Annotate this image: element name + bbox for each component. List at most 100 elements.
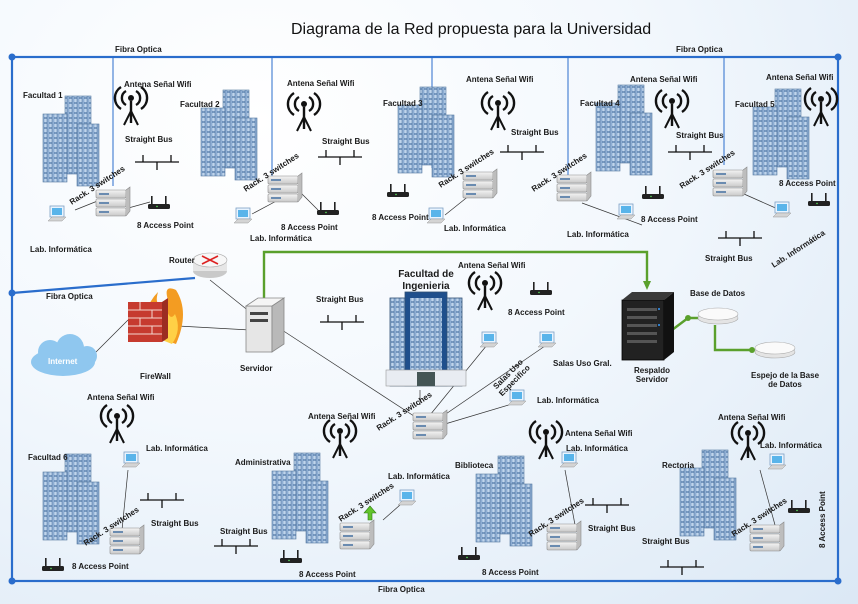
label-antena: Antena Señal Wifi — [630, 75, 698, 84]
label-access-points: 8 Access Point — [482, 568, 539, 577]
label-access-points: 8 Access Point — [641, 215, 698, 224]
label-espejo-base-datos: Espejo de la Base de Datos — [747, 371, 823, 389]
antenna-icon — [528, 419, 564, 461]
label-straight-bus: Straight Bus — [316, 295, 364, 304]
rack-icon — [749, 521, 785, 552]
antenna-icon — [322, 418, 358, 460]
label-facultad-4: Facultad 4 — [580, 99, 620, 108]
firewall-icon — [128, 288, 183, 344]
internet-cloud-icon — [31, 334, 97, 376]
access-point-icon — [808, 193, 830, 206]
label-base-datos: Base de Datos — [690, 289, 746, 298]
label-antena: Antena Señal Wifi — [718, 413, 786, 422]
label-facultad-ingenieria: Facultad de Ingenieria — [393, 269, 459, 293]
label-antena: Antena Señal Wifi — [287, 79, 355, 88]
label-straight-bus: Straight Bus — [125, 135, 173, 144]
access-point-icon — [42, 558, 64, 571]
access-point-icon — [317, 202, 339, 215]
straight-bus-icon — [139, 492, 185, 509]
label-lab: Lab. Informática — [567, 230, 629, 239]
label-straight-bus: Straight Bus — [322, 137, 370, 146]
fiber-label-bottom: Fibra Optica — [378, 585, 425, 594]
label-facultad-1: Facultad 1 — [23, 91, 63, 100]
building-facultad-1 — [42, 95, 100, 187]
computer-icon — [121, 451, 141, 468]
router-icon — [192, 252, 228, 278]
label-lab: Lab. Informática — [30, 245, 92, 254]
label-straight-bus: Straight Bus — [511, 128, 559, 137]
label-facultad-3: Facultad 3 — [383, 99, 423, 108]
computer-icon — [47, 205, 67, 222]
label-respaldo-line2: Servidor — [635, 375, 669, 384]
rack-icon — [95, 186, 131, 217]
label-access-points: 8 Access Point — [779, 179, 836, 188]
straight-bus-icon — [499, 144, 545, 161]
straight-bus-icon — [134, 154, 180, 171]
computer-icon — [559, 451, 579, 468]
label-firewall: FireWall — [140, 372, 171, 381]
antenna-icon — [654, 88, 690, 130]
label-antena: Antena Señal Wifi — [565, 429, 633, 438]
computer-icon — [616, 203, 636, 220]
label-router: Router — [169, 256, 195, 265]
antenna-icon — [286, 91, 322, 133]
straight-bus-icon — [717, 230, 763, 247]
label-lab: Lab. Informática — [760, 441, 822, 450]
access-point-icon — [148, 196, 170, 209]
server-icon — [244, 297, 286, 353]
label-respaldo-line1: Respaldo — [633, 366, 670, 375]
backup-server-icon — [621, 292, 674, 361]
antenna-icon — [467, 270, 503, 312]
computer-icon — [397, 489, 417, 506]
rack-icon — [462, 168, 498, 199]
straight-bus-icon — [659, 559, 705, 576]
upload-arrow-icon — [363, 505, 377, 521]
label-facultad-ingenieria-line2: Ingenieria — [402, 281, 450, 292]
label-lab: Lab. Informática — [537, 396, 599, 405]
straight-bus-icon — [584, 497, 630, 514]
label-antena: Antena Señal Wifi — [124, 80, 192, 89]
access-point-icon — [458, 547, 480, 560]
label-access-points: 8 Access Point — [372, 213, 429, 222]
straight-bus-icon — [317, 149, 363, 166]
label-internet: Internet — [48, 357, 78, 366]
label-espejo-line2: de Datos — [768, 380, 802, 389]
label-lab: Lab. Informática — [146, 444, 208, 453]
label-straight-bus: Straight Bus — [220, 527, 268, 536]
label-straight-bus: Straight Bus — [705, 254, 753, 263]
label-facultad-2: Facultad 2 — [180, 100, 220, 109]
rack-icon — [712, 166, 748, 197]
fiber-optic-frame — [10, 55, 840, 583]
label-access-points: 8 Access Point — [508, 308, 565, 317]
rack-icon — [556, 171, 592, 202]
label-facultad-5: Facultad 5 — [735, 100, 775, 109]
label-facultad-ingenieria-line1: Facultad de — [398, 269, 454, 280]
access-point-icon — [642, 186, 664, 199]
label-biblioteca: Biblioteca — [455, 461, 494, 470]
label-administrativa: Administrativa — [235, 458, 291, 467]
label-lab: Lab. Informática — [250, 234, 312, 243]
label-servidor: Servidor — [240, 364, 273, 373]
rack-icon — [339, 519, 375, 550]
computer-icon — [537, 331, 557, 348]
label-straight-bus: Straight Bus — [151, 519, 199, 528]
database-mirror-icon — [754, 341, 796, 359]
label-access-points: 8 Access Point — [299, 570, 356, 579]
rack-icon — [267, 172, 303, 203]
label-antena: Antena Señal Wifi — [458, 261, 526, 270]
access-point-icon — [387, 184, 409, 197]
antenna-icon — [99, 403, 135, 445]
building-facultad-6 — [42, 453, 100, 545]
label-access-points: 8 Access Point — [137, 221, 194, 230]
straight-bus-icon — [667, 144, 713, 161]
label-antena: Antena Señal Wifi — [766, 73, 834, 82]
fiber-label-left: Fibra Optica — [46, 292, 93, 301]
computer-icon — [233, 207, 253, 224]
computer-icon — [426, 207, 446, 224]
rack-icon — [109, 524, 145, 555]
label-access-points: 8 Access Point — [281, 223, 338, 232]
straight-bus-icon — [319, 314, 365, 331]
database-icon — [697, 307, 739, 325]
label-access-points: 8 Access Point — [72, 562, 129, 571]
